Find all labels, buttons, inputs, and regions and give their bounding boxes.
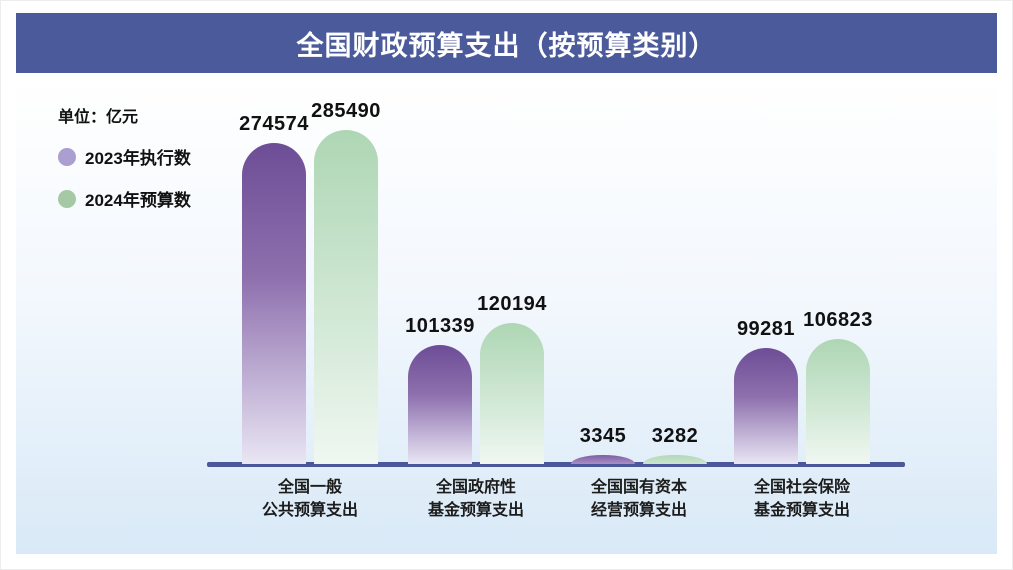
legend-item-2023: 2023年执行数 [58, 144, 191, 169]
legend-swatch-purple [58, 147, 76, 166]
legend-label-2023: 2023年执行数 [85, 149, 191, 168]
value-label-bar-2023-0: 274574 [239, 113, 309, 135]
value-label-bar-2024-0: 285490 [311, 100, 381, 122]
bar-2023-0 [242, 143, 306, 464]
bar-2023-1 [408, 345, 472, 464]
value-label-bar-2023-1: 101339 [405, 315, 475, 337]
bar-2024-3 [806, 339, 870, 464]
page-title: 全国财政预算支出（按预算类别） [296, 30, 717, 61]
value-label-bar-2023-3: 99281 [736, 318, 796, 340]
value-label-bar-2024-1: 120194 [477, 293, 547, 315]
bar-2024-2 [643, 455, 707, 464]
x-axis-line [207, 462, 905, 467]
legend-swatch-green [58, 189, 76, 208]
chart-legend: 单位：亿元 2023年执行数 2024年预算数 [58, 103, 191, 228]
chart-header-bar: 全国财政预算支出（按预算类别） [16, 13, 997, 73]
category-label-2: 全国国有资本 经营预算支出 [590, 479, 687, 519]
bar-2023-3 [734, 348, 798, 464]
bar-2024-1 [480, 323, 544, 464]
bar-2024-0 [314, 130, 378, 464]
bar-2023-2 [571, 455, 635, 464]
value-label-bar-2023-2: 3345 [579, 425, 627, 447]
category-label-3: 全国社会保险 基金预算支出 [753, 479, 850, 519]
category-label-0: 全国一般 公共预算支出 [261, 479, 358, 519]
legend-item-2024: 2024年预算数 [58, 186, 191, 211]
legend-label-2024: 2024年预算数 [85, 191, 191, 210]
unit-label: 单位：亿元 [58, 109, 139, 126]
chart-panel-background [16, 76, 997, 554]
category-label-1: 全国政府性 基金预算支出 [427, 479, 524, 519]
value-label-bar-2024-3: 106823 [803, 309, 873, 331]
value-label-bar-2024-2: 3282 [651, 425, 699, 447]
